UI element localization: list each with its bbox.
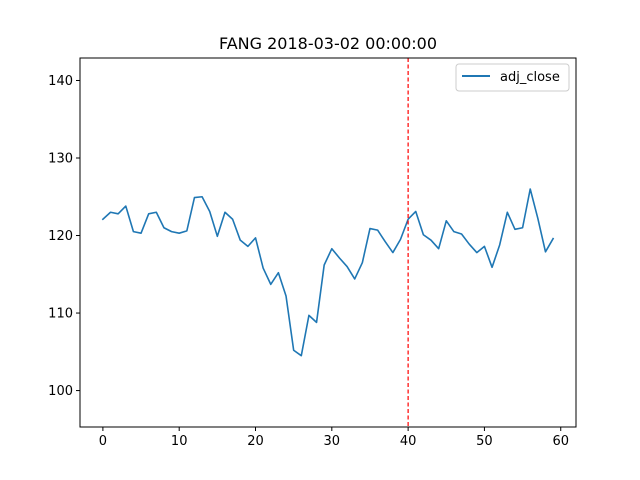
x-tick-label: 30 xyxy=(324,434,341,449)
plot-area xyxy=(79,57,577,428)
y-tick-label: 120 xyxy=(48,229,73,244)
x-tick-label: 60 xyxy=(552,434,569,449)
y-tick-label: 110 xyxy=(48,307,73,322)
x-tick-label: 40 xyxy=(400,434,417,449)
x-tick-label: 10 xyxy=(171,434,188,449)
axes-frame xyxy=(79,57,577,428)
series-line-adj_close xyxy=(101,188,555,357)
axis-ticks: 0 10 20 30 40 50 60 100 110 120 130 140 xyxy=(48,74,569,449)
x-tick-label: 0 xyxy=(99,434,107,449)
x-tick-label: 50 xyxy=(476,434,493,449)
y-tick-label: 140 xyxy=(48,74,73,89)
y-tick-label: 100 xyxy=(48,384,73,399)
legend: adj_close xyxy=(455,63,570,92)
chart-title: FANG 2018-03-02 00:00:00 xyxy=(219,34,437,53)
x-tick-label: 20 xyxy=(247,434,264,449)
y-tick-label: 130 xyxy=(48,152,73,167)
legend-box xyxy=(455,63,570,92)
legend-label-adj-close: adj_close xyxy=(500,70,560,85)
